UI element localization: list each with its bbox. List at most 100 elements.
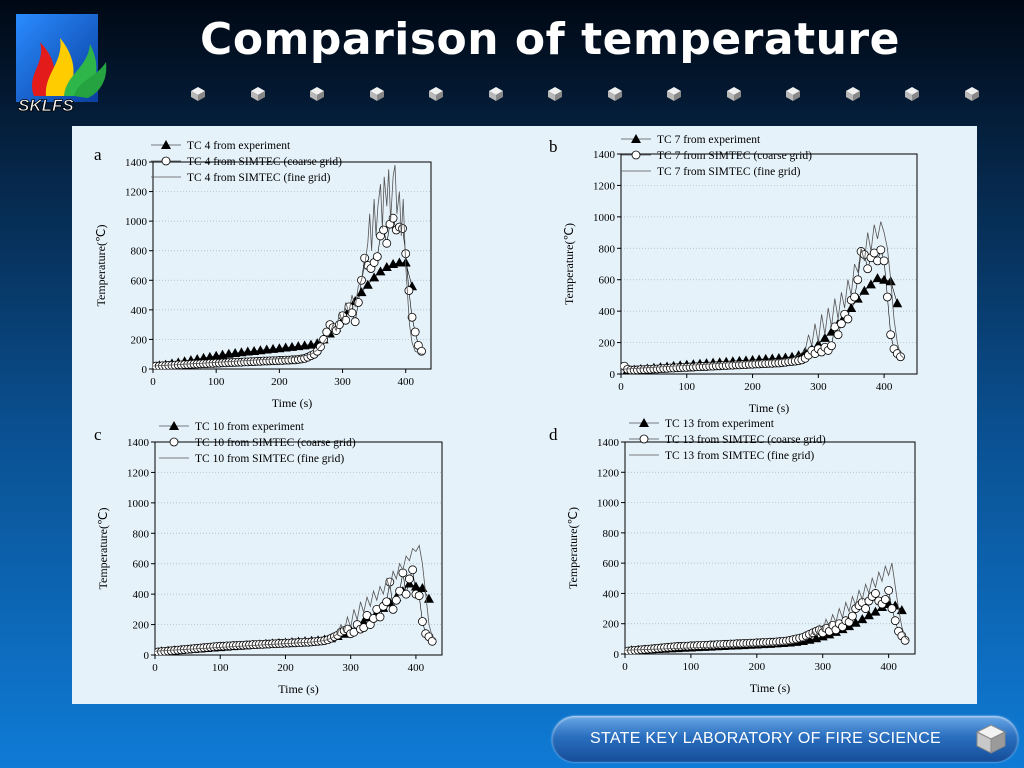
footer-banner: STATE KEY LABORATORY OF FIRE SCIENCE — [552, 716, 1018, 762]
data-point — [886, 330, 896, 340]
data-point — [410, 327, 420, 337]
x-tick-label: 0 — [150, 376, 156, 388]
data-point — [404, 286, 414, 296]
gem-bullet-icon — [548, 87, 562, 101]
gem-bullet-icon — [488, 87, 503, 101]
panel-label: b — [549, 137, 558, 156]
y-axis-label: Temperature(℃) — [566, 507, 580, 589]
x-tick-label: 400 — [408, 662, 425, 674]
data-point — [853, 275, 863, 285]
y-tick-label: 1000 — [127, 498, 150, 510]
legend-entry: TC 4 from experiment — [151, 140, 291, 152]
series-circle — [621, 245, 905, 374]
x-tick-label: 100 — [208, 376, 225, 388]
logo-text: SKLFS — [18, 96, 74, 114]
legend-label: TC 4 from SIMTEC (fine grid) — [187, 172, 331, 184]
x-tick-label: 200 — [271, 376, 288, 388]
y-tick-label: 800 — [131, 246, 148, 258]
legend-marker — [639, 418, 649, 427]
data-point — [381, 261, 392, 271]
legend-label: TC 13 from SIMTEC (fine grid) — [665, 450, 814, 462]
y-tick-label: 800 — [133, 528, 150, 540]
y-tick-label: 1400 — [127, 437, 150, 449]
data-point — [394, 257, 405, 267]
legend-marker — [631, 134, 641, 143]
chart-a: a 0 200 400 600 800 1000 1200 1400 0 100 200 300 400 T… — [94, 140, 432, 410]
y-tick-label: 0 — [614, 649, 620, 661]
legend-marker — [169, 421, 179, 430]
x-tick-label: 0 — [152, 662, 158, 674]
legend-label: TC 4 from SIMTEC (coarse grid) — [187, 156, 342, 168]
series-circle — [625, 585, 910, 654]
data-point — [319, 335, 328, 344]
data-point — [388, 604, 398, 614]
x-tick-label: 100 — [679, 381, 696, 393]
series-triangle — [154, 257, 418, 369]
y-tick-label: 400 — [599, 306, 616, 318]
data-point — [884, 585, 894, 595]
panel-label: a — [94, 145, 102, 164]
x-tick-label: 200 — [749, 661, 766, 673]
x-axis-label: Time (s) — [750, 681, 791, 695]
y-tick-label: 1200 — [127, 467, 150, 479]
data-point — [369, 272, 380, 282]
data-point — [872, 273, 883, 283]
y-tick-label: 1400 — [597, 437, 620, 449]
legend-entry: TC 7 from experiment — [621, 134, 761, 146]
data-point — [876, 245, 886, 255]
y-tick-label: 800 — [603, 528, 620, 540]
gem-bullet-icon — [250, 87, 265, 101]
y-tick-label: 1200 — [597, 467, 620, 479]
data-point — [408, 565, 418, 575]
data-point — [863, 610, 874, 620]
figure-panel: a 0 200 400 600 800 1000 1200 1400 0 100 200 300 400 T… — [72, 126, 977, 704]
x-tick-label: 300 — [334, 376, 351, 388]
legend-entry: TC 13 from SIMTEC (fine grid) — [629, 450, 814, 462]
plot-frame — [152, 161, 432, 370]
x-tick-label: 400 — [876, 381, 893, 393]
data-point — [350, 317, 360, 327]
gem-bullet-icon — [786, 87, 800, 101]
data-point — [843, 314, 853, 324]
data-point — [418, 617, 427, 626]
x-tick-label: 0 — [622, 661, 628, 673]
data-point — [846, 303, 857, 312]
legend-label: TC 7 from experiment — [657, 134, 761, 146]
y-tick-label: 600 — [603, 558, 620, 570]
legend-label: TC 10 from SIMTEC (coarse grid) — [195, 437, 356, 449]
data-point — [379, 225, 389, 235]
data-point — [382, 597, 391, 607]
y-axis-label: Temperature(℃) — [94, 225, 108, 307]
y-tick-label: 400 — [133, 589, 150, 601]
legend-label: TC 7 from SIMTEC (fine grid) — [657, 166, 801, 178]
data-point — [375, 612, 385, 622]
series-none — [153, 164, 425, 367]
legend-marker — [169, 437, 179, 447]
sklfs-logo: SKLFS — [16, 14, 107, 114]
legend-entry: TC 7 from SIMTEC (fine grid) — [621, 166, 801, 178]
y-tick-label: 600 — [133, 559, 150, 571]
y-tick-label: 1400 — [593, 149, 616, 161]
data-point — [398, 224, 407, 233]
x-tick-label: 200 — [744, 381, 761, 393]
data-point — [833, 330, 843, 340]
series-triangle — [622, 273, 903, 374]
data-point — [407, 312, 417, 322]
data-point — [427, 636, 437, 646]
y-axis-label: Temperature(℃) — [96, 508, 110, 590]
data-point — [372, 252, 382, 262]
series-line — [625, 562, 909, 651]
y-tick-label: 200 — [603, 619, 620, 631]
series-line — [621, 221, 905, 370]
x-tick-label: 300 — [342, 662, 359, 674]
series-line — [627, 277, 898, 371]
x-tick-label: 300 — [810, 381, 827, 393]
y-tick-label: 600 — [131, 275, 148, 287]
legend-entry: TC 13 from SIMTEC (coarse grid) — [629, 434, 826, 446]
footer-text: STATE KEY LABORATORY OF FIRE SCIENCE — [590, 730, 942, 747]
data-point — [892, 298, 903, 308]
x-tick-label: 300 — [814, 661, 831, 673]
legend-entry: TC 13 from experiment — [629, 418, 775, 430]
legend-entry: TC 4 from SIMTEC (coarse grid) — [151, 156, 342, 168]
gem-bullet-icon — [369, 87, 384, 101]
